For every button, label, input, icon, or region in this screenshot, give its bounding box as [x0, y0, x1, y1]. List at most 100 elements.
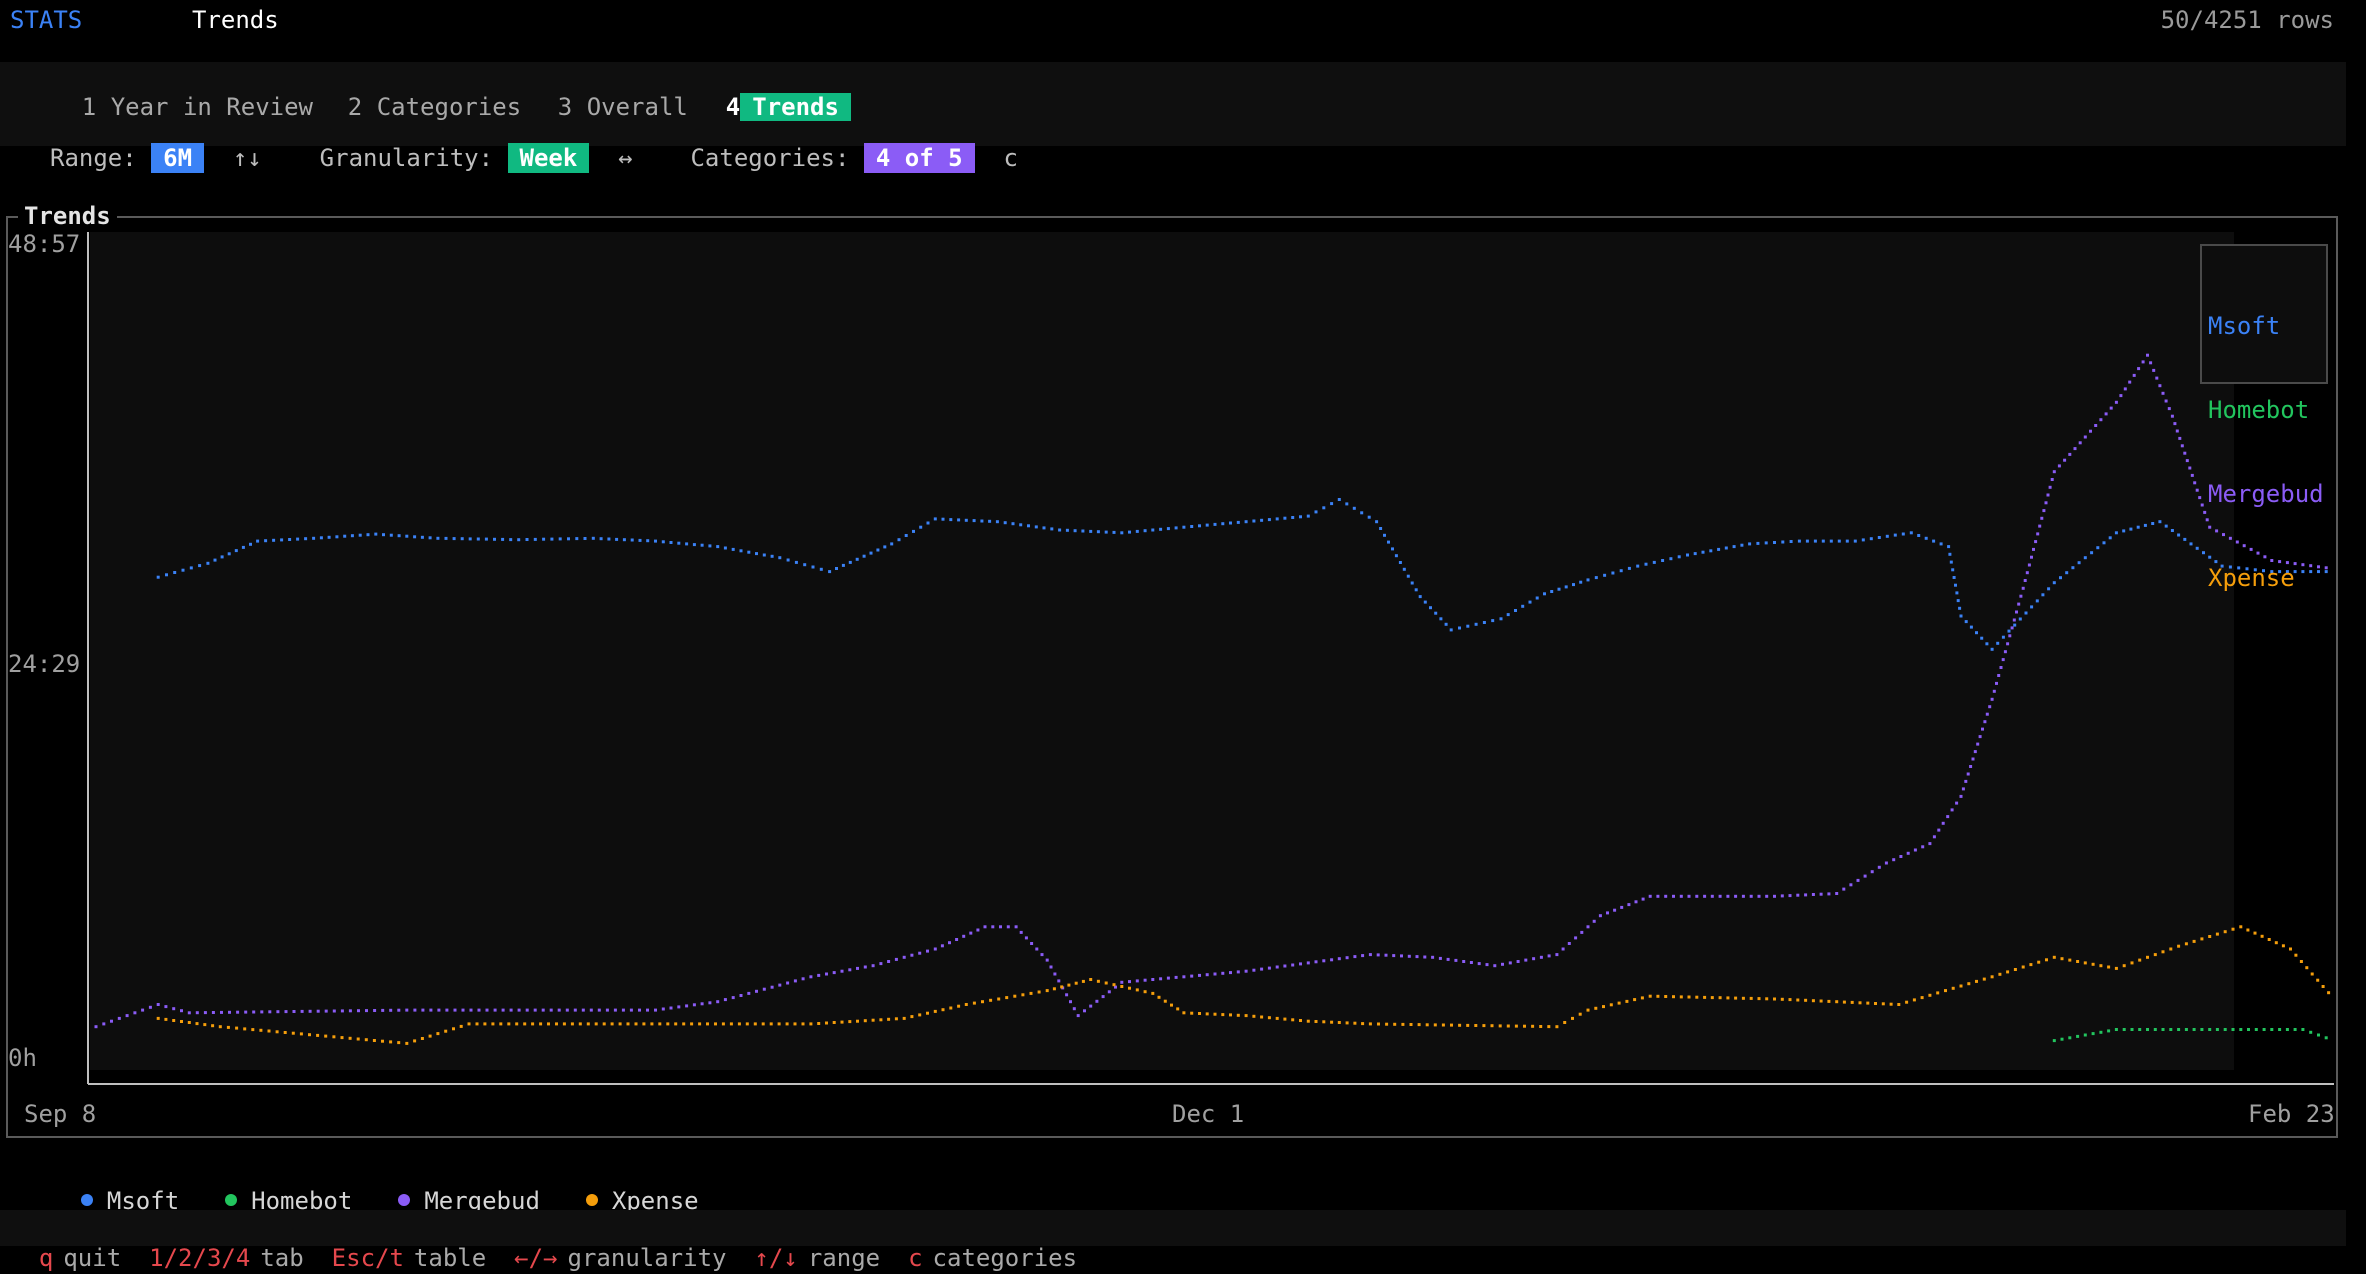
data-point	[762, 553, 766, 557]
data-point	[1648, 994, 1652, 998]
data-point	[2215, 529, 2219, 533]
data-point	[2237, 566, 2241, 570]
data-point	[840, 969, 844, 973]
data-point	[1021, 993, 1025, 997]
data-point	[2013, 968, 2017, 971]
data-point	[453, 1008, 457, 1012]
data-point	[343, 534, 347, 538]
data-point	[541, 1008, 545, 1012]
data-point	[1406, 574, 1410, 578]
chart-controls: Range: 6M ↑↓ Granularity: Week ↔ Categor…	[50, 143, 1018, 173]
data-point	[1532, 957, 1536, 961]
data-point	[1387, 540, 1390, 544]
data-point	[1337, 957, 1341, 961]
data-point	[1143, 529, 1147, 533]
data-point	[2205, 518, 2209, 522]
data-point	[919, 525, 923, 529]
data-point	[1661, 559, 1665, 562]
data-point	[2215, 932, 2219, 936]
data-point	[2235, 540, 2239, 544]
data-point	[819, 567, 823, 571]
data-point	[213, 558, 217, 562]
data-point	[365, 1009, 368, 1013]
data-point	[1393, 1022, 1397, 1026]
data-point	[2122, 1028, 2126, 1031]
data-point	[1221, 1013, 1225, 1017]
data-point	[2285, 570, 2289, 574]
data-point	[156, 575, 160, 579]
data-point	[1306, 514, 1310, 518]
data-point	[1788, 894, 1792, 898]
data-point	[869, 551, 873, 555]
data-point	[755, 552, 758, 556]
data-point	[2037, 960, 2041, 964]
data-point	[460, 537, 464, 541]
data-point	[1306, 1019, 1310, 1023]
data-point	[1384, 953, 1388, 957]
data-point	[646, 1008, 649, 1012]
data-point	[1724, 546, 1728, 550]
data-point	[1535, 596, 1539, 600]
data-point	[957, 1004, 961, 1008]
data-point	[723, 998, 727, 1002]
range-selector[interactable]: 6M	[151, 143, 205, 173]
tab-trends[interactable]: 4 Trends	[668, 62, 851, 121]
data-point	[1458, 626, 1461, 630]
data-point	[1042, 526, 1046, 530]
categories-selector[interactable]: 4 of 5	[863, 143, 975, 173]
data-point	[1083, 1009, 1086, 1013]
tab-categories[interactable]: 2 Categories	[290, 62, 521, 121]
data-point	[1959, 614, 1963, 618]
data-point	[1656, 994, 1660, 998]
data-point	[308, 1009, 312, 1013]
data-point	[2180, 444, 2184, 448]
data-point	[871, 964, 875, 968]
data-point	[1998, 972, 2002, 976]
data-point	[1081, 529, 1085, 533]
tab-overall[interactable]: 3 Overall	[500, 62, 688, 121]
x-tick-label: Dec 1	[1172, 1100, 1245, 1128]
data-point	[1236, 520, 1240, 524]
tab-year-in-review[interactable]: 1 Year in Review	[24, 62, 313, 121]
data-point	[211, 1024, 215, 1028]
data-point	[1446, 957, 1450, 961]
data-point	[2137, 367, 2141, 371]
data-point	[452, 1027, 455, 1031]
data-point	[256, 539, 260, 543]
data-point	[1423, 600, 1427, 604]
data-point	[1757, 894, 1761, 898]
data-point	[786, 558, 790, 562]
data-point	[1949, 560, 1953, 564]
data-point	[1928, 842, 1932, 846]
data-point	[2301, 1028, 2305, 1031]
tab-bar: 1 Year in Review 2 Categories 3 Overall …	[0, 62, 2346, 146]
data-point	[1019, 930, 1023, 934]
data-point	[747, 991, 751, 995]
data-point	[1936, 991, 1940, 995]
data-point	[1842, 887, 1846, 891]
data-point	[976, 928, 980, 932]
data-point	[94, 1025, 98, 1029]
data-point	[706, 1022, 709, 1026]
granularity-selector[interactable]: Week	[507, 143, 590, 173]
data-point	[2301, 563, 2305, 567]
data-point	[2231, 927, 2235, 931]
data-point	[817, 973, 821, 977]
data-point	[912, 529, 915, 533]
data-point	[2035, 599, 2039, 603]
data-point	[1523, 1024, 1526, 1028]
data-point	[1869, 537, 1873, 541]
data-point	[1717, 547, 1721, 551]
data-point	[2083, 1033, 2087, 1037]
data-point	[2208, 935, 2212, 938]
data-point	[2200, 937, 2204, 941]
data-point	[1796, 893, 1800, 897]
data-point	[2293, 1028, 2297, 1031]
data-point	[452, 537, 456, 541]
data-point	[2018, 617, 2022, 621]
app-title: STATS	[10, 6, 83, 34]
data-point	[1679, 894, 1683, 898]
data-point	[2324, 566, 2328, 570]
data-point	[941, 1008, 945, 1012]
data-point	[1037, 990, 1041, 994]
